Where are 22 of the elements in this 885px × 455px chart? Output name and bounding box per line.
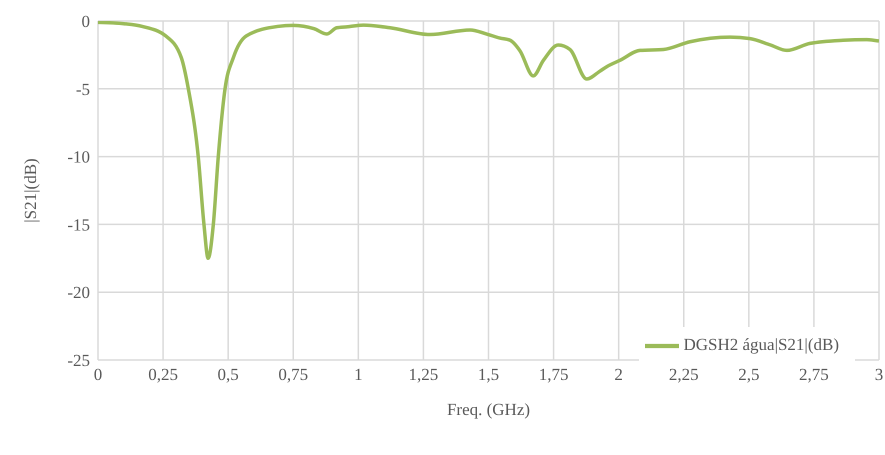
x-tick-label: 2,25	[668, 365, 699, 384]
x-tick-label: 0,25	[148, 365, 178, 384]
x-axis-title: Freq. (GHz)	[446, 400, 530, 419]
x-tick-label: 0,75	[278, 365, 308, 384]
y-axis-title: |S21|(dB)	[21, 158, 40, 223]
y-tick-label: 0	[82, 12, 90, 32]
x-tick-label: 2,75	[799, 365, 829, 384]
legend-label: DGSH2 água|S21|(dB)	[683, 334, 839, 354]
x-tick-label: 0	[94, 365, 102, 384]
x-tick-label: 1	[354, 365, 363, 384]
x-tick-label: 1,25	[408, 365, 438, 384]
y-tick-label: -5	[76, 80, 90, 99]
x-tick-label: 2,5	[738, 365, 760, 384]
y-tick-label: -25	[67, 351, 90, 370]
y-tick-label: -15	[67, 215, 90, 234]
y-tick-label: -20	[67, 283, 90, 302]
x-tick-label: 1,75	[538, 365, 568, 384]
x-tick-label: 0,5	[218, 365, 239, 384]
y-tick-label: -10	[67, 148, 90, 167]
x-tick-label: 1,5	[478, 365, 500, 384]
x-tick-label: 3	[874, 365, 884, 384]
x-tick-label: 2	[614, 365, 623, 384]
